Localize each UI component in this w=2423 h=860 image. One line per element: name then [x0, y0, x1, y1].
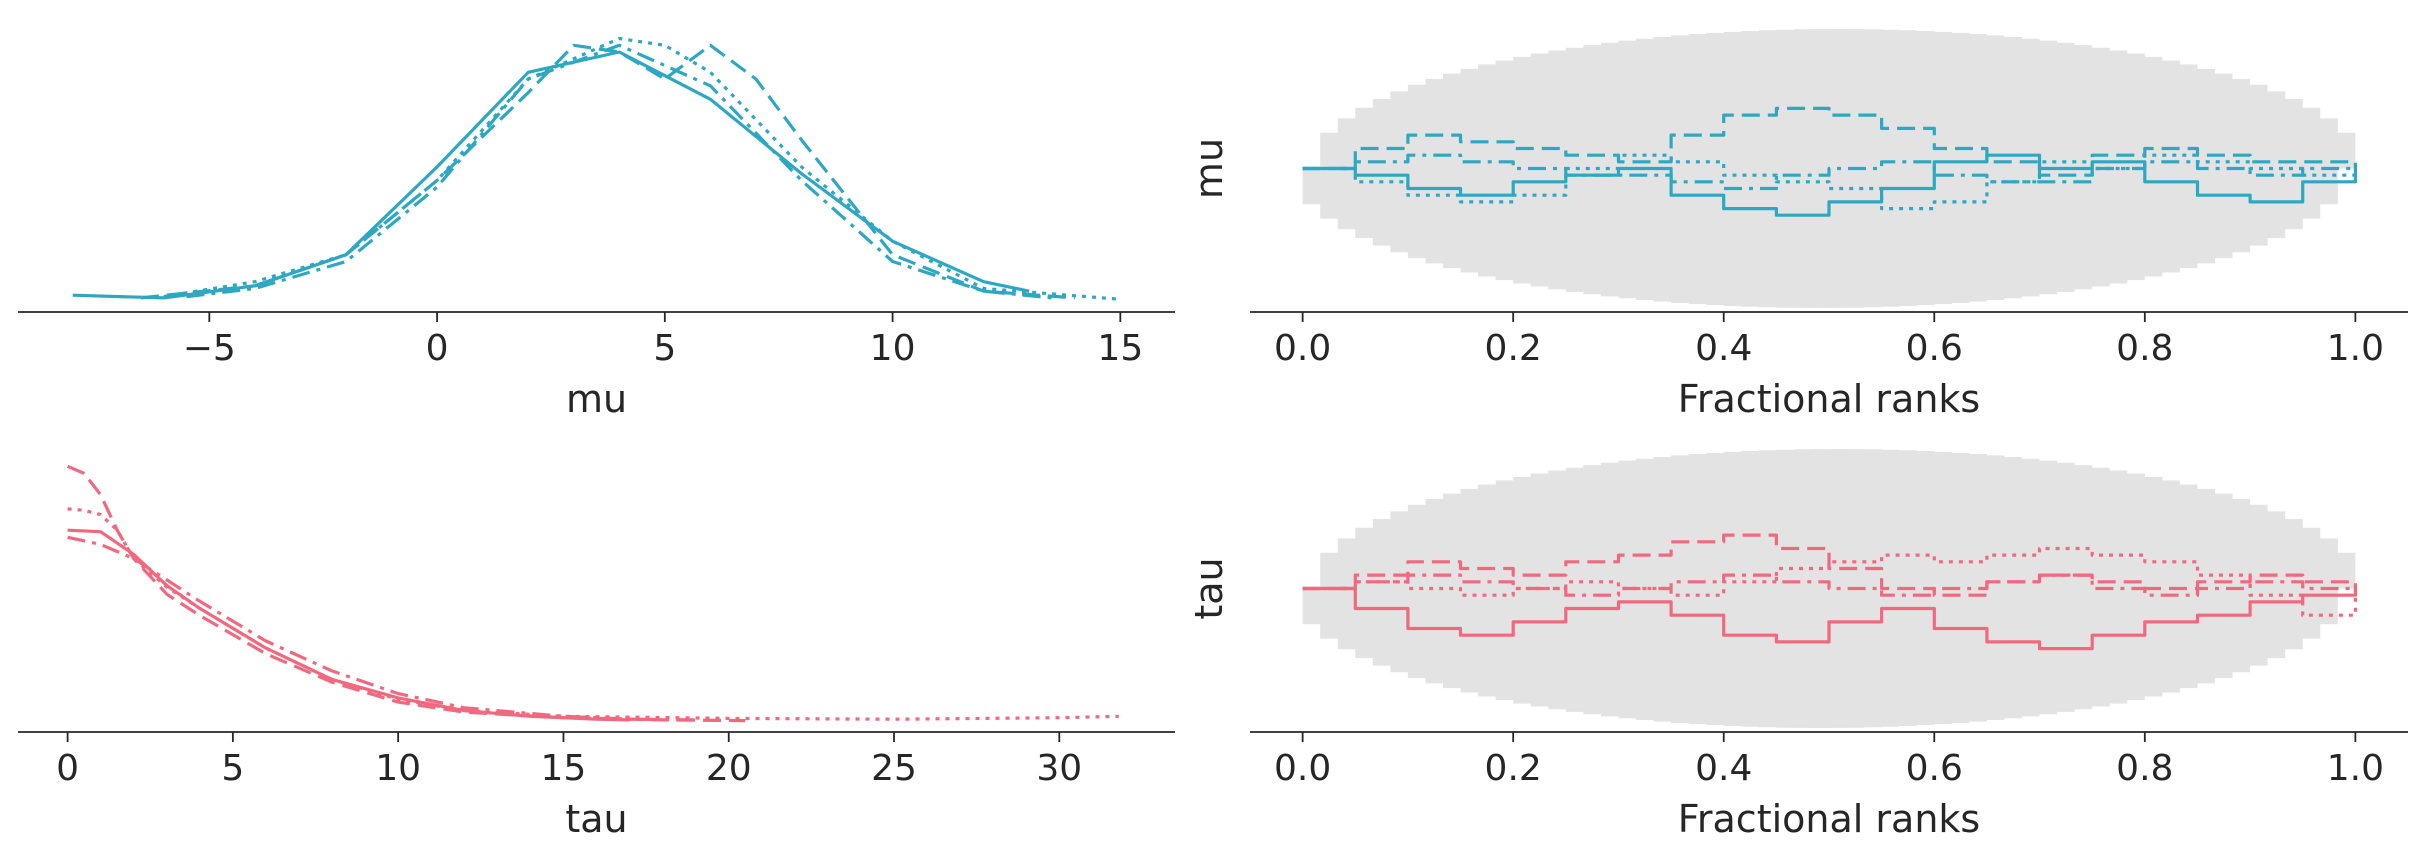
x-tick-label: 0.2 — [1485, 328, 1542, 369]
subplot-3: 0 5 10 15 20 25 30 tau — [18, 464, 1175, 841]
y-axis-label: mu — [1187, 138, 1231, 199]
x-tick-label: 20 — [706, 748, 752, 789]
x-tick-label: 0.2 — [1485, 748, 1542, 789]
y-axis-label: tau — [1187, 557, 1231, 619]
series-dotted-line — [67, 507, 1119, 721]
x-tick-label: 0 — [56, 748, 79, 789]
x-tick-label: 25 — [871, 748, 917, 789]
series-solid-line — [67, 528, 630, 722]
x-tick-label: 30 — [1036, 748, 1082, 789]
series-solid-line — [1302, 586, 2357, 651]
x-tick-label: 15 — [1097, 328, 1143, 369]
subplot-4: 0.0 0.2 0.4 0.6 0.8 1.0 Fractional ranks tau — [1187, 449, 2408, 841]
x-tick-label: 1.0 — [2327, 748, 2384, 789]
series-dotted-line — [1302, 546, 2357, 617]
x-axis-label: mu — [566, 377, 627, 421]
x-tick-label: 0.4 — [1695, 748, 1752, 789]
x-tick-label: 10 — [870, 328, 916, 369]
x-axis-label: Fractional ranks — [1678, 797, 1980, 841]
x-tick-label: 5 — [653, 328, 676, 369]
series-dashdot-line — [186, 43, 1053, 300]
x-tick-label: 0.6 — [1906, 748, 1963, 789]
series-dashdot-line — [1302, 573, 2356, 597]
x-tick-label: 15 — [541, 748, 587, 789]
x-tick-label: 0.4 — [1695, 328, 1752, 369]
x-axis-label: tau — [565, 797, 627, 841]
x-tick-label: 10 — [375, 748, 421, 789]
series-solid-line — [72, 50, 1030, 300]
x-tick-label: 0.8 — [2116, 748, 2173, 789]
series-dotted-line — [163, 36, 1121, 301]
x-tick-label: −5 — [183, 328, 236, 369]
x-tick-label: 0.0 — [1274, 328, 1331, 369]
subplot-1: −5 0 5 10 15 mu — [18, 36, 1175, 421]
series-solid-line — [1302, 153, 2357, 217]
series-dashdot-line — [1302, 153, 2356, 191]
series-dashed-line — [66, 464, 746, 723]
x-tick-label: 1.0 — [2327, 328, 2384, 369]
x-tick-label: 0.0 — [1274, 748, 1331, 789]
subplot-2: 0.0 0.2 0.4 0.6 0.8 1.0 Fractional ranks mu — [1187, 29, 2408, 421]
x-tick-label: 5 — [221, 748, 244, 789]
x-tick-label: 0 — [426, 328, 449, 369]
x-tick-label: 0.6 — [1906, 328, 1963, 369]
x-tick-label: 0.8 — [2116, 328, 2173, 369]
series-dashed-line — [1302, 106, 2357, 177]
x-axis-label: Fractional ranks — [1678, 377, 1980, 421]
series-dashdot-line — [67, 535, 696, 722]
